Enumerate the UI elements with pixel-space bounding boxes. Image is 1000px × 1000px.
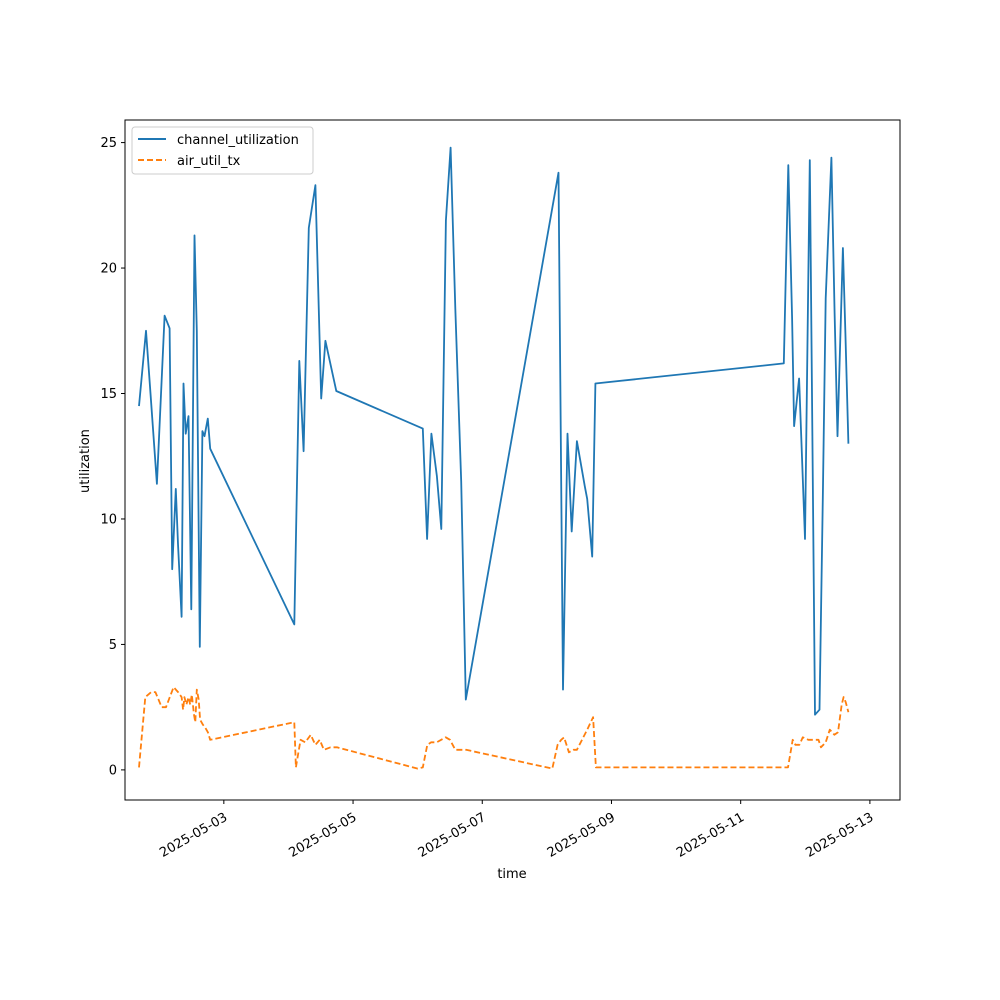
y-tick-label: 25 [100, 136, 117, 151]
y-tick-label: 5 [109, 638, 117, 653]
y-tick-label: 20 [100, 262, 117, 277]
series-line-air-util-tx [138, 686, 850, 770]
y-axis-label: utilization [78, 429, 93, 493]
legend-label-air-util-tx: air_util_tx [177, 154, 241, 169]
plot-frame [124, 119, 901, 801]
y-tick-label: 10 [100, 512, 117, 527]
legend-box [131, 126, 314, 175]
y-axis: 0 5 10 15 20 25 [100, 136, 125, 778]
legend: channel_utilization air_util_tx [131, 126, 314, 175]
series-line-channel-utilization [138, 146, 850, 716]
x-axis-label: time [497, 867, 526, 882]
series-layer [138, 146, 850, 770]
y-tick-label: 15 [100, 387, 117, 402]
y-tick-label: 0 [109, 763, 117, 778]
legend-label-channel-utilization: channel_utilization [177, 133, 299, 148]
